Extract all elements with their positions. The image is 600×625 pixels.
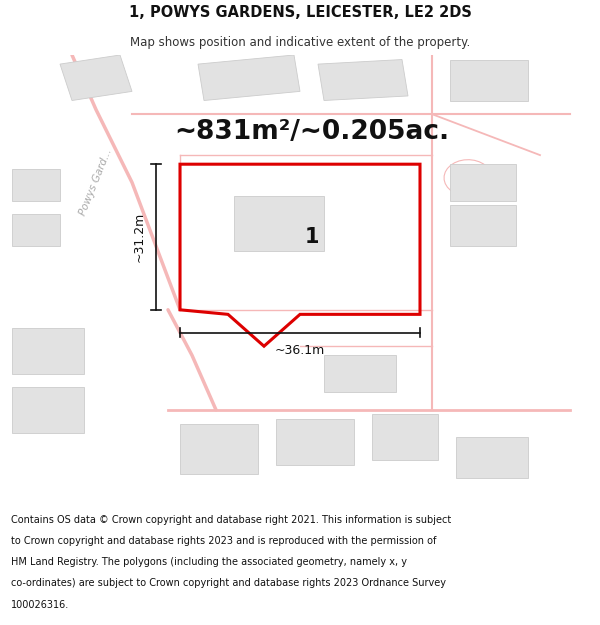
Text: Map shows position and indicative extent of the property.: Map shows position and indicative extent…	[130, 36, 470, 49]
Polygon shape	[372, 414, 438, 460]
Polygon shape	[324, 355, 396, 392]
Text: co-ordinates) are subject to Crown copyright and database rights 2023 Ordnance S: co-ordinates) are subject to Crown copyr…	[11, 578, 446, 588]
Polygon shape	[234, 196, 324, 251]
Polygon shape	[276, 419, 354, 464]
Text: to Crown copyright and database rights 2023 and is reproduced with the permissio: to Crown copyright and database rights 2…	[11, 536, 436, 546]
Text: ~831m²/~0.205ac.: ~831m²/~0.205ac.	[175, 119, 449, 146]
Text: ~36.1m: ~36.1m	[275, 344, 325, 357]
Polygon shape	[450, 59, 528, 101]
Polygon shape	[60, 55, 132, 101]
Text: 1: 1	[305, 227, 319, 247]
Polygon shape	[198, 55, 300, 101]
Text: Powys Gard…: Powys Gard…	[78, 148, 114, 218]
Text: 100026316.: 100026316.	[11, 600, 69, 610]
Polygon shape	[180, 424, 258, 474]
Text: ~31.2m: ~31.2m	[133, 212, 146, 262]
Polygon shape	[450, 164, 516, 201]
Polygon shape	[12, 387, 84, 432]
Polygon shape	[456, 438, 528, 478]
Polygon shape	[318, 59, 408, 101]
Text: 1, POWYS GARDENS, LEICESTER, LE2 2DS: 1, POWYS GARDENS, LEICESTER, LE2 2DS	[128, 4, 472, 19]
Polygon shape	[12, 214, 60, 246]
Polygon shape	[12, 169, 60, 201]
Polygon shape	[450, 205, 516, 246]
Text: Contains OS data © Crown copyright and database right 2021. This information is : Contains OS data © Crown copyright and d…	[11, 514, 451, 524]
Text: HM Land Registry. The polygons (including the associated geometry, namely x, y: HM Land Registry. The polygons (includin…	[11, 557, 407, 567]
Polygon shape	[12, 328, 84, 374]
